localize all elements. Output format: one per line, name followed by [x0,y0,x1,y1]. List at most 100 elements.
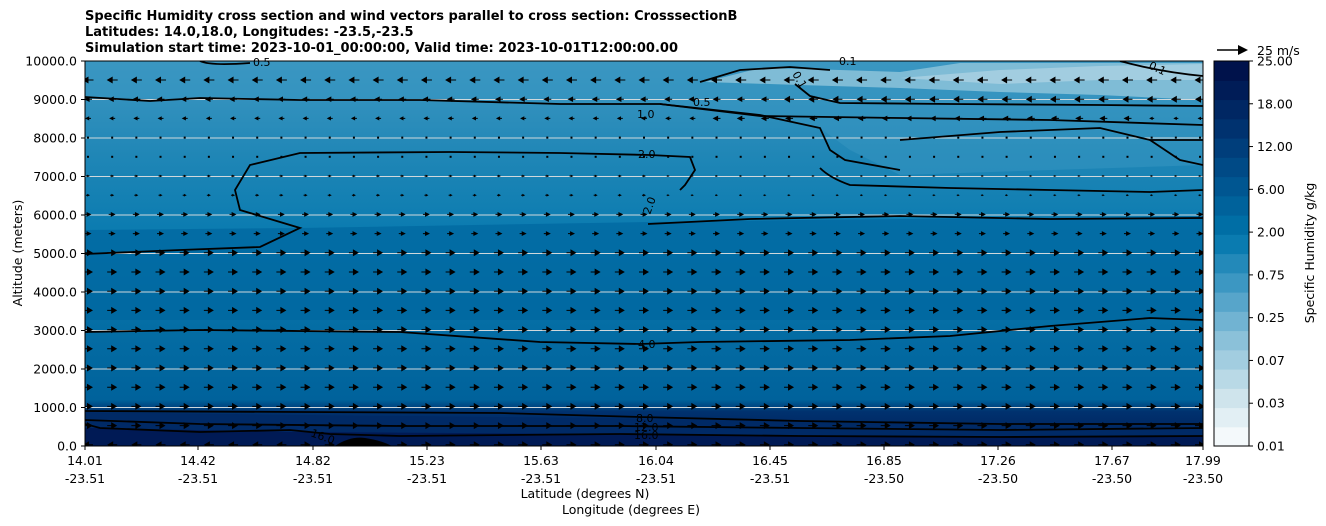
wind-vector [204,96,213,102]
wind-vector [615,461,625,468]
wind-vector [203,306,214,314]
wind-vector [470,461,480,468]
wind-vector [712,115,721,122]
y-tick-label: 6000.0 [33,208,77,223]
wind-vector [618,155,621,158]
wind-vector [808,326,819,334]
wind-vector [469,441,480,446]
wind-vector [1002,115,1011,122]
wind-vector [495,211,503,217]
wind-vector [276,345,287,353]
wind-vector [1050,115,1059,122]
wind-vector [856,326,867,334]
wind-vector [715,136,718,139]
wind-vector [860,194,864,197]
wind-vector [252,364,263,372]
wind-vector [107,441,118,446]
contour-label-4.0: 4.0 [638,338,656,351]
contour-label-16.0: 16.0 [634,429,659,442]
wind-vector [976,76,988,84]
wind-vector [832,287,843,295]
wind-vector [1099,211,1107,217]
wind-vector [809,231,817,237]
wind-vector [518,249,529,257]
wind-vector [1170,306,1181,314]
wind-vector [228,249,239,257]
wind-vector [1075,231,1083,237]
y-tick-label: 2000.0 [33,362,77,377]
wind-vector [421,383,432,391]
wind-vector [473,136,476,139]
wind-vector [953,441,964,446]
wind-vector [107,461,117,468]
wind-vector [397,345,408,353]
wind-vector [594,136,597,139]
wind-vector [856,268,867,276]
wind-vector [616,231,624,237]
wind-vector [1025,345,1036,353]
wind-vector [1098,383,1109,391]
wind-vector [1122,345,1133,353]
wind-vector [229,231,237,237]
wind-vector [882,231,890,237]
wind-vector [735,249,746,257]
colorbar-tick-label: 6.00 [1257,182,1285,197]
wind-vector [737,231,745,237]
wind-vector [614,287,625,295]
wind-vector [252,422,263,430]
wind-vector [929,268,940,276]
wind-vector [1170,441,1181,446]
wind-vector [328,136,331,139]
wind-vector [276,268,287,276]
wind-vector [1077,194,1081,197]
wind-vector [639,345,649,353]
wind-vector [348,383,359,391]
wind-vector [666,194,670,197]
wind-vector [157,116,164,121]
wind-vector [277,231,285,237]
wind-vector [1170,76,1182,84]
colorbar-tick-label: 25.00 [1257,54,1293,69]
wind-vector [1170,422,1181,430]
wind-vector [1101,194,1105,197]
wind-vector [590,306,601,314]
wind-vector [712,96,721,102]
wind-vector [1122,306,1133,314]
wind-vector [784,306,795,314]
wind-vector [542,345,553,353]
wind-vector [1026,115,1035,122]
wind-vector [183,155,186,158]
wind-vector [763,174,767,178]
wind-vector [590,287,601,295]
wind-vector [400,174,405,178]
wind-vector [1074,364,1085,372]
wind-vector [155,76,167,84]
wind-vector [687,461,697,468]
wind-vector [953,461,963,468]
wind-vector [784,249,795,257]
wind-vector [277,211,285,217]
wind-vector [300,402,311,410]
wind-vector [711,326,722,334]
wind-vector [977,383,988,391]
wind-vector [1074,345,1085,353]
wind-vector [953,402,964,410]
wind-vector [132,96,141,102]
wind-vector [787,174,791,178]
y-tick-label: 1000.0 [33,400,77,415]
wind-vector [228,364,239,372]
wind-vector [227,76,239,84]
wind-vector [929,461,939,468]
wind-vector [228,441,239,446]
wind-vector [278,116,285,121]
wind-vector [302,211,310,217]
x-tick-longitude: -23.50 [1183,471,1223,486]
wind-vector [1098,441,1109,446]
wind-vector [1003,211,1011,217]
wind-vector [953,95,964,103]
wind-vector [928,76,940,84]
wind-vector [1025,306,1036,314]
wind-vector [519,211,527,217]
wind-vector [397,402,408,410]
wind-vector [1172,211,1180,217]
